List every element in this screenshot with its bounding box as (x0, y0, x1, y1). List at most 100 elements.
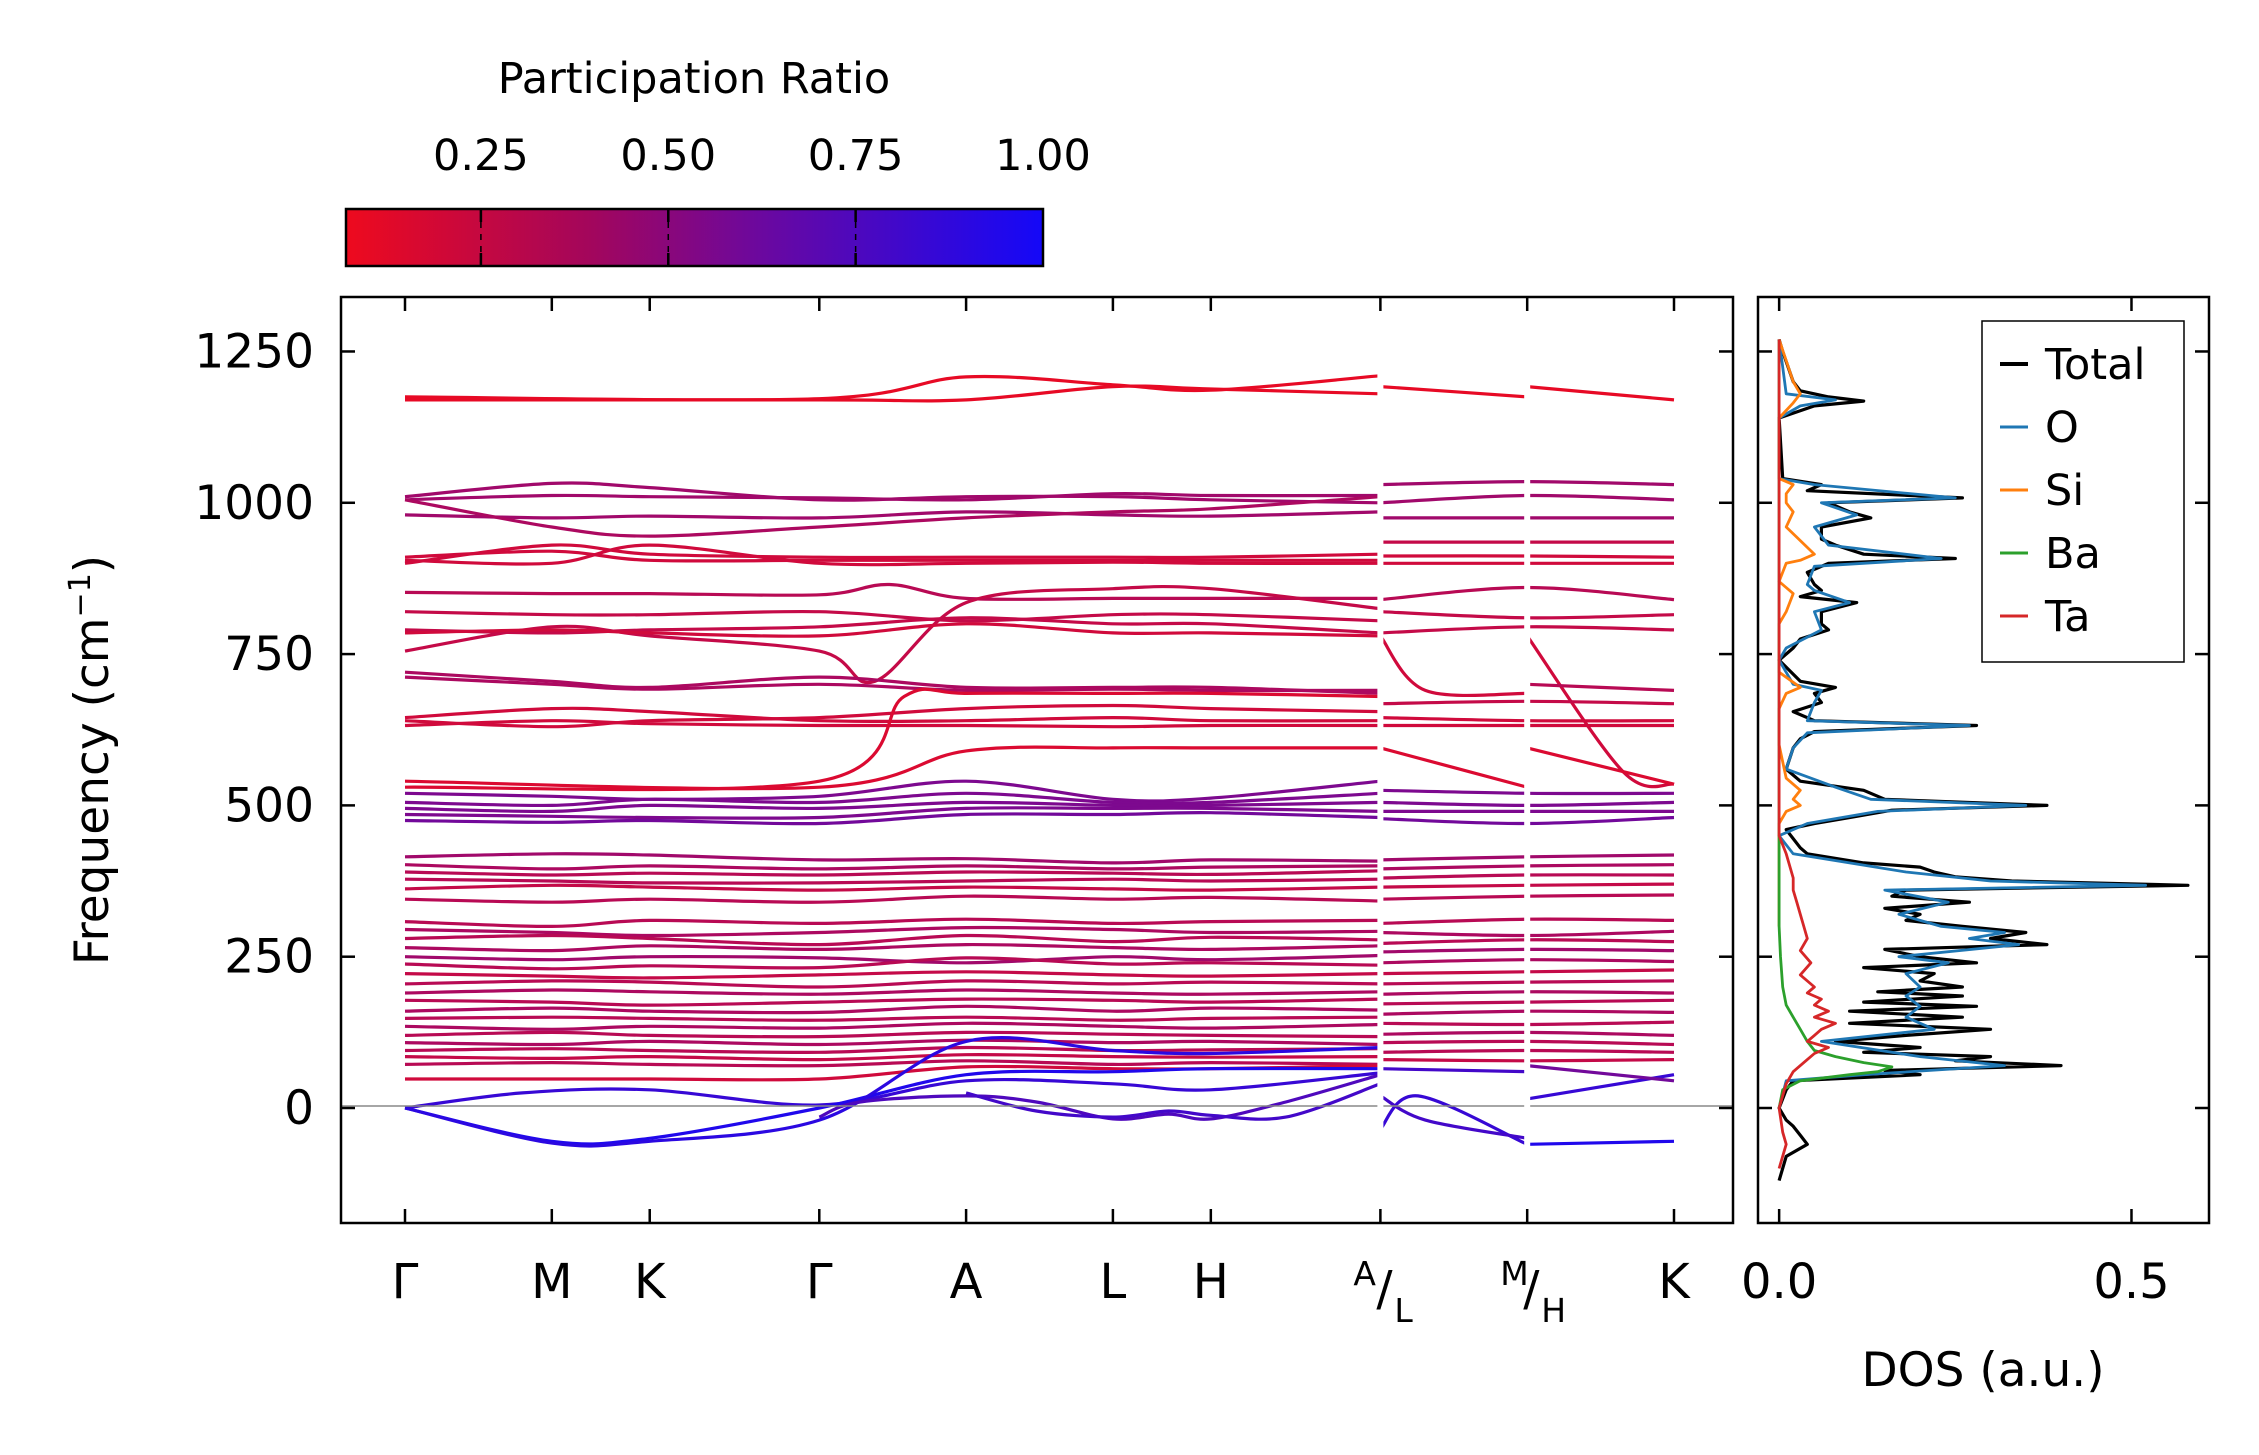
band (1380, 1067, 1528, 1074)
band (1526, 746, 1675, 786)
band (404, 869, 1381, 877)
band (404, 582, 1381, 602)
band (404, 997, 1381, 1007)
band (404, 374, 1381, 402)
dos-series-o (1777, 339, 2147, 1109)
legend: Total O Si Ba Ta (1981, 320, 2185, 663)
colorbar-tick-label: 1.00 (995, 131, 1091, 181)
y-axis-label-text: Frequency (cm (65, 617, 120, 965)
band (404, 549, 1381, 563)
band (1527, 1064, 1675, 1083)
k-point-label: M (531, 1254, 572, 1310)
band (404, 1015, 1381, 1022)
colorbar-tick-label: 0.25 (433, 131, 529, 181)
k-point-label-top: M (1500, 1254, 1528, 1293)
band (404, 800, 1381, 814)
dos-series-total (1777, 338, 2190, 1182)
band (404, 979, 1381, 989)
band (1379, 746, 1528, 789)
band (404, 1030, 1381, 1039)
dos-axes: 0.0 0.5 (1741, 297, 2209, 1310)
band-y-axis: 0 250 500 750 1000 1250 (194, 324, 1733, 1136)
band (404, 1038, 1381, 1047)
y-axis-label-close: ) (65, 555, 120, 573)
y-tick-label: 1000 (194, 476, 314, 531)
segment-break (1524, 299, 1531, 1221)
y-tick-label: 1250 (194, 324, 314, 379)
k-point-label-slash: / (1376, 1261, 1393, 1317)
dos-series-ta (1777, 339, 1837, 1169)
band (404, 719, 1381, 729)
band (404, 988, 1381, 996)
colorbar-tick-labels: 0.25 0.50 0.75 1.00 (433, 131, 1091, 181)
band (404, 791, 1381, 808)
band (404, 806, 1381, 820)
band (1379, 634, 1528, 698)
band (1527, 682, 1675, 692)
band (404, 1053, 1381, 1062)
band (404, 491, 1381, 502)
y-tick-label: 250 (224, 930, 314, 985)
legend-label-ba: Ba (2045, 529, 2101, 579)
legend-items: Total O Si Ba Ta (2000, 340, 2145, 642)
band (404, 970, 1381, 980)
y-tick-label: 750 (224, 627, 314, 682)
band (404, 1066, 1381, 1146)
band (404, 1071, 1381, 1110)
band (404, 706, 1381, 724)
band (404, 852, 1381, 865)
band (404, 510, 1381, 520)
band (404, 1004, 1381, 1015)
k-point-label: Γ (392, 1254, 419, 1310)
band (404, 811, 1381, 826)
band (1527, 1139, 1675, 1146)
dos-panel: 0.0 0.5 DOS (a.u.) Total O Si Ba Ta (1741, 295, 2211, 1398)
band (404, 942, 1381, 953)
band (404, 779, 1381, 803)
band (404, 675, 1381, 693)
band (404, 543, 1381, 565)
colorbar-title: Participation Ratio (498, 54, 891, 104)
k-point-label: A (950, 1254, 983, 1310)
band (404, 894, 1381, 904)
band (404, 495, 1381, 538)
band (404, 877, 1381, 885)
band (404, 933, 1381, 947)
band (1379, 1094, 1528, 1146)
dos-x-axis-label: DOS (a.u.) (1861, 1343, 2104, 1398)
colorbar-tick-label: 0.75 (808, 131, 904, 181)
dos-x-tick-label: 0.0 (1741, 1254, 1817, 1310)
band (404, 1021, 1381, 1031)
dos-series-ba (1777, 339, 1894, 1109)
colorbar: Participation Ratio 0.25 0.50 0.75 1.00 (344, 54, 1091, 268)
k-point-label: K (1658, 1254, 1691, 1310)
dos-lines (1777, 338, 2190, 1182)
band (404, 953, 1381, 965)
band (404, 863, 1381, 871)
band (1525, 634, 1675, 789)
dos-series-si (1777, 338, 1816, 927)
dos-plot-frame (1756, 295, 2211, 1225)
band (404, 1045, 1381, 1054)
dos-x-tick-label: 0.5 (2093, 1254, 2169, 1310)
band-lines (404, 374, 1675, 1148)
y-tick-label: 0 (284, 1081, 314, 1136)
band (404, 543, 1381, 567)
band (404, 1059, 1381, 1068)
y-tick-label: 500 (224, 778, 314, 833)
band (404, 917, 1381, 929)
band (404, 616, 1381, 635)
band (404, 670, 1381, 695)
legend-label-total: Total (2044, 340, 2145, 390)
segment-break (1377, 299, 1384, 1221)
band (1379, 1094, 1528, 1140)
k-point-label: L (1100, 1254, 1127, 1310)
k-point-label: K (634, 1254, 667, 1310)
band (1380, 385, 1528, 399)
k-point-label-slash: / (1523, 1261, 1540, 1317)
y-axis-label: Frequency (cm−1) (63, 555, 120, 965)
colorbar-ticks (479, 209, 857, 266)
legend-label-si: Si (2045, 466, 2084, 516)
segment-breaks (1377, 299, 1531, 1221)
